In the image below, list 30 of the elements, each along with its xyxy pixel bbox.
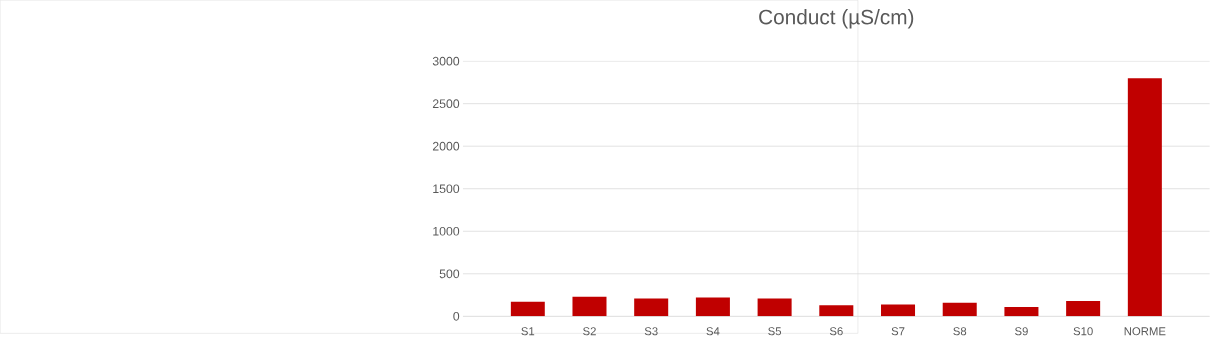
x-tick-label: S4 <box>706 327 720 336</box>
bar <box>881 304 916 317</box>
chart-title: Conduct (µS/cm) <box>759 8 914 29</box>
bar <box>819 305 854 317</box>
bar <box>1127 77 1162 317</box>
y-tick-label: 2000 <box>432 141 460 151</box>
y-tick-label: 500 <box>439 269 460 278</box>
x-tick-label: NORME <box>1124 327 1166 336</box>
y-tick-label: 0 <box>453 311 460 321</box>
x-tick-label: S6 <box>829 327 843 336</box>
x-tick-label: S3 <box>644 327 658 336</box>
bar <box>1004 306 1039 317</box>
y-tick-label: 1500 <box>433 184 460 193</box>
y-tick-label: 3000 <box>432 56 460 66</box>
x-tick-label: S10 <box>1073 327 1093 336</box>
x-tick-label: S5 <box>768 327 782 336</box>
y-tick-label: 2500 <box>432 99 460 108</box>
x-tick-label: S2 <box>583 327 596 336</box>
bar <box>510 301 545 317</box>
x-tick-label: S8 <box>953 327 967 336</box>
bar <box>572 296 607 317</box>
x-tick-label: S1 <box>521 327 535 336</box>
bar <box>942 302 977 317</box>
x-tick-label: S9 <box>1015 327 1028 336</box>
bar <box>757 298 792 317</box>
bar <box>695 297 730 317</box>
bar <box>634 298 669 317</box>
y-tick-label: 1000 <box>433 226 460 236</box>
x-tick-label: S7 <box>891 327 905 336</box>
bar <box>1066 300 1101 317</box>
